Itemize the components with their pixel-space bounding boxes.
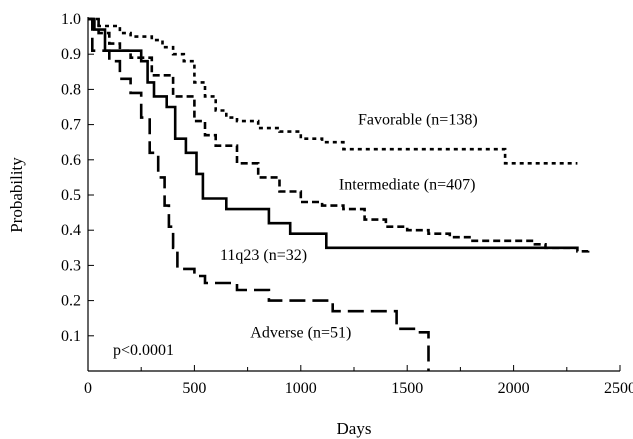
x-tick-label: 2500 [604,380,633,397]
y-axis: 0.1 0.2 0.3 0.4 0.5 0.6 0.7 0.8 0.9 1.0 Probabili… [7,11,94,371]
series-line-4 [88,17,430,371]
x-tick-label: 1000 [285,380,317,397]
y-tick-label: 0.9 [61,46,81,63]
x-axis: 0 500 1000 1500 2000 2500 Days [84,365,633,438]
x-axis-label: Days [337,419,372,438]
y-tick-label: 1.0 [61,11,81,28]
y-tick-label: 0.1 [61,328,81,345]
series-group [88,17,590,371]
x-tick-label: 1500 [391,380,423,397]
y-tick-label: 0.5 [61,187,81,204]
x-tick-label: 500 [182,380,206,397]
x-ticks: 0 500 1000 1500 2000 2500 [84,365,633,397]
y-axis-label: Probability [7,157,26,233]
series-label-1: Favorable (n=138) [358,112,478,129]
y-tick-label: 0.8 [61,81,81,98]
x-tick-label: 2000 [498,380,530,397]
y-tick-label: 0.6 [61,152,81,169]
p-value-annotation: p<0.0001 [113,342,174,359]
y-tick-label: 0.4 [61,222,81,239]
series-label-2: Intermediate (n=407) [339,177,476,194]
y-tick-label: 0.7 [61,117,81,134]
series-line-3 [88,17,578,250]
series-labels: Favorable (n=138) Intermediate (n=407) 11q… [220,112,478,342]
series-line-2 [88,17,590,253]
y-tick-label: 0.3 [61,257,81,274]
series-label-3: 11q23 (n=32) [220,247,307,264]
y-ticks: 0.1 0.2 0.3 0.4 0.5 0.6 0.7 0.8 0.9 1.0 [61,11,94,345]
x-tick-label: 0 [84,380,92,397]
series-label-4: Adverse (n=51) [250,325,351,342]
series-line-1 [88,17,578,165]
y-tick-label: 0.2 [61,293,81,310]
